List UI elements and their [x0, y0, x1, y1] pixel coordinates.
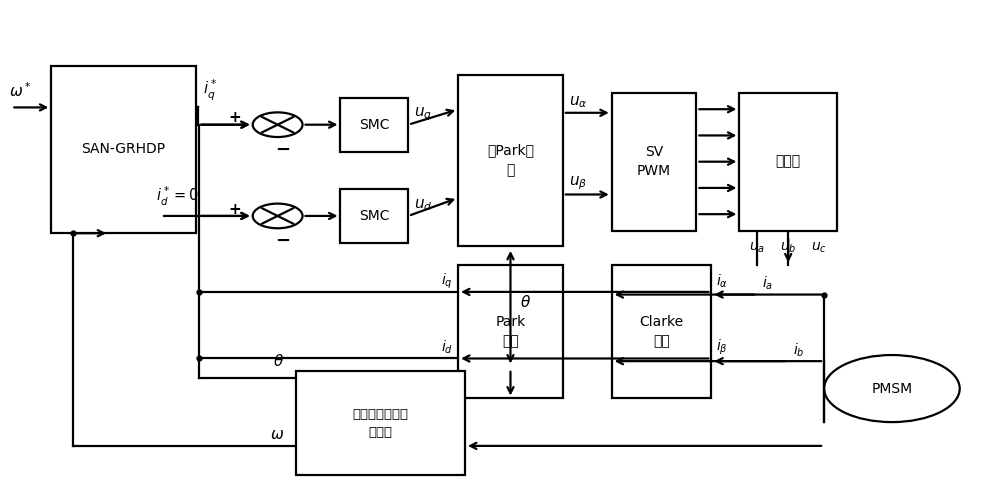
Text: $\omega$: $\omega$: [270, 428, 284, 442]
Text: 逆变器: 逆变器: [776, 155, 801, 169]
Text: PMSM: PMSM: [871, 381, 912, 396]
Bar: [340, 189, 408, 243]
Text: $i_b$: $i_b$: [793, 342, 805, 359]
Text: $u_q$: $u_q$: [414, 105, 432, 123]
Text: $\omega^*$: $\omega^*$: [9, 81, 32, 100]
Text: $i_a$: $i_a$: [762, 275, 773, 293]
Text: $i_\beta$: $i_\beta$: [716, 338, 728, 357]
Text: SV
PWM: SV PWM: [637, 145, 671, 179]
Text: SMC: SMC: [359, 118, 390, 132]
Text: Clarke
变换: Clarke 变换: [639, 315, 684, 349]
Bar: [612, 265, 711, 398]
Text: $u_\alpha$: $u_\alpha$: [569, 94, 587, 110]
Text: SAN-GRHDP: SAN-GRHDP: [81, 142, 166, 156]
Text: $\theta$: $\theta$: [520, 294, 531, 310]
Bar: [739, 93, 837, 231]
Text: $u_\beta$: $u_\beta$: [569, 175, 587, 192]
Text: $u_a$: $u_a$: [749, 241, 765, 255]
Text: $u_d$: $u_d$: [414, 197, 433, 213]
Text: 逆Park变
换: 逆Park变 换: [487, 144, 534, 177]
Text: $\theta$: $\theta$: [273, 354, 284, 370]
Text: $u_c$: $u_c$: [811, 241, 827, 255]
Text: 编码器计算角度
和速度: 编码器计算角度 和速度: [352, 408, 408, 438]
Text: +: +: [228, 110, 241, 125]
Text: $u_b$: $u_b$: [780, 241, 796, 255]
Text: $i_q$: $i_q$: [441, 271, 453, 291]
Bar: [612, 93, 696, 231]
Bar: [458, 265, 563, 398]
Text: +: +: [228, 201, 241, 217]
Text: SMC: SMC: [359, 209, 390, 223]
Text: Park
变换: Park 变换: [495, 315, 526, 349]
Bar: [340, 98, 408, 152]
Bar: [458, 75, 563, 246]
Text: −: −: [275, 232, 290, 250]
Text: −: −: [275, 141, 290, 159]
Bar: [51, 65, 196, 233]
Text: $i_q^*$: $i_q^*$: [203, 77, 217, 103]
Bar: [296, 372, 465, 475]
Text: $i_d$: $i_d$: [441, 339, 453, 356]
Text: $i_d^*=0$: $i_d^*=0$: [156, 185, 199, 208]
Text: $i_\alpha$: $i_\alpha$: [716, 272, 729, 290]
